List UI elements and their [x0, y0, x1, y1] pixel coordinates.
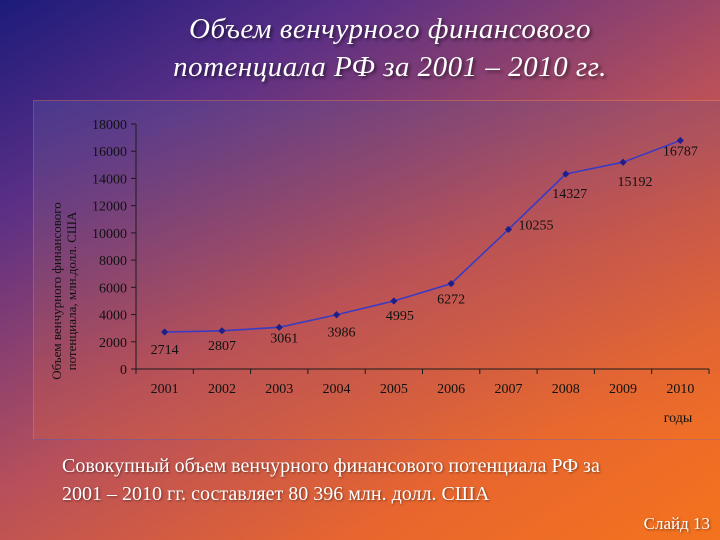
slide-title-line-2: потенциала РФ за 2001 – 2010 гг. — [173, 51, 607, 83]
data-label: 2807 — [208, 339, 236, 354]
data-point — [447, 280, 455, 288]
caption-line-2: 2001 – 2010 гг. составляет 80 396 млн. д… — [62, 483, 490, 505]
y-tick-label: 16000 — [92, 145, 127, 160]
data-point — [619, 158, 627, 166]
data-point — [332, 311, 341, 319]
y-tick-label: 8000 — [99, 254, 127, 269]
data-point — [562, 170, 570, 178]
y-tick-label: 0 — [120, 363, 127, 378]
x-tick-label: 2004 — [323, 382, 351, 397]
series-line — [164, 139, 681, 333]
y-tick-label: 12000 — [92, 200, 127, 215]
data-point — [218, 327, 226, 335]
x-tick-label: 2001 — [151, 382, 179, 397]
data-point — [504, 225, 513, 234]
x-tick-label: 2006 — [437, 382, 465, 397]
x-tick-label: 2008 — [552, 382, 580, 397]
y-tick-label: 6000 — [99, 281, 127, 296]
x-tick-label: 2007 — [494, 382, 522, 397]
x-tick-label: 2009 — [609, 382, 637, 397]
data-point — [676, 136, 684, 145]
data-label: 3986 — [328, 326, 356, 341]
x-tick-label: 2010 — [666, 382, 694, 397]
data-point — [275, 323, 283, 331]
y-tick-label: 2000 — [99, 336, 127, 351]
y-axis-label: Объем венчурного финансового потенциала,… — [49, 202, 79, 380]
x-tick-label: 2003 — [265, 382, 293, 397]
slide-title-line-1: Объем венчурного финансового — [189, 13, 591, 45]
line-chart: Объем венчурного финансового потенциала,… — [49, 118, 710, 426]
x-axis-label: годы — [664, 411, 693, 426]
slide-caption: Совокупный объем венчурного финансового … — [62, 452, 712, 508]
caption-line-1: Совокупный объем венчурного финансового … — [62, 455, 600, 477]
data-point — [390, 297, 398, 305]
y-tick-label: 14000 — [92, 172, 127, 187]
data-label: 2714 — [151, 343, 179, 358]
data-label: 14327 — [552, 187, 587, 202]
chart-panel: Объем венчурного финансового потенциала,… — [33, 100, 720, 440]
x-tick-label: 2002 — [208, 382, 236, 397]
data-label: 6272 — [437, 293, 465, 308]
y-axis-label-line-2: потенциала, млн.долл. США — [64, 211, 79, 370]
y-tick-label: 4000 — [99, 309, 127, 324]
data-label: 3061 — [270, 331, 298, 346]
slide-title: Объем венчурного финансового потенциала … — [0, 10, 720, 86]
data-point — [161, 328, 169, 336]
data-label: 10255 — [518, 218, 553, 233]
slide-number: Слайд 13 — [643, 514, 710, 533]
data-label: 16787 — [663, 145, 698, 160]
data-label: 15192 — [618, 175, 653, 190]
y-tick-label: 10000 — [92, 227, 127, 242]
y-tick-label: 18000 — [92, 118, 127, 133]
y-axis-label-line-1: Объем венчурного финансового — [49, 202, 64, 380]
data-label: 4995 — [386, 309, 414, 324]
x-tick-label: 2005 — [380, 382, 408, 397]
